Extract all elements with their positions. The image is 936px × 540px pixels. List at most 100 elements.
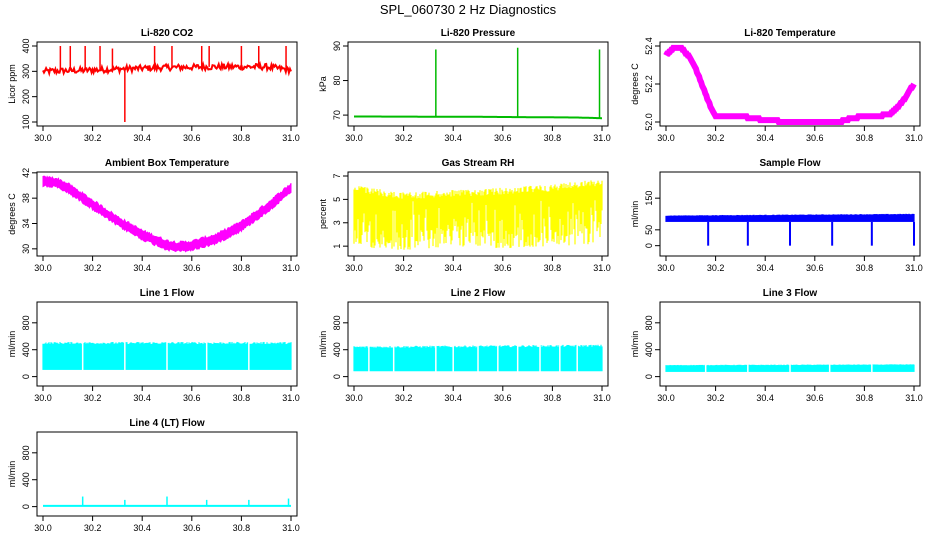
y-axis-label: Licor ppm: [7, 64, 17, 104]
panel-title: Li-820 Temperature: [744, 28, 836, 39]
y-tick-label: 0: [332, 374, 342, 379]
x-tick-label: 31.0: [593, 393, 611, 403]
y-axis-label: ml/min: [7, 331, 17, 358]
x-tick-label: 30.8: [856, 263, 874, 273]
plot-frame: [347, 41, 609, 127]
plot-frame: [36, 171, 298, 257]
x-tick-label: 30.0: [657, 133, 675, 143]
y-tick-label: 400: [21, 472, 31, 487]
y-axis-label: ml/min: [630, 201, 640, 228]
panel-title: Line 3 Flow: [763, 288, 818, 299]
panel-title: Sample Flow: [759, 158, 820, 169]
panel-7: Line 1 Flow 30.0 30.2 30.4 30.6 30.8 31.0 0 400 8…: [7, 288, 300, 403]
panel-6: Sample Flow 30.0 30.2 30.4 30.6 30.8 31.0 0 50 15…: [630, 158, 923, 273]
panel-title: Gas Stream RH: [442, 158, 515, 169]
series-line: [42, 60, 292, 77]
x-tick-label: 30.4: [444, 263, 462, 273]
series: [354, 47, 602, 120]
x-tick-label: 30.6: [806, 133, 824, 143]
x-tick-label: 30.8: [544, 393, 562, 403]
y-tick-label: 800: [644, 315, 654, 330]
panel-title: Line 2 Flow: [451, 288, 506, 299]
y-tick-label: 50: [644, 225, 654, 235]
y-tick-label: 34: [21, 218, 31, 228]
x-tick-label: 30.4: [133, 263, 151, 273]
plot-frame: [36, 301, 298, 387]
x-tick-label: 31.0: [593, 263, 611, 273]
series: [43, 496, 291, 507]
plot-frame: [36, 41, 298, 127]
figure-title: SPL_060730 2 Hz Diagnostics: [379, 2, 557, 17]
x-tick-label: 30.4: [133, 523, 151, 533]
panel-3: Li-820 Temperature 30.0 30.2 30.4 30.6 30.8 31…: [630, 28, 923, 143]
panel-4: Ambient Box Temperature 30.0 30.2 30.4 30.6 3…: [7, 158, 300, 273]
y-axis-label: kPa: [318, 76, 328, 92]
x-tick-label: 30.0: [345, 263, 363, 273]
series: [42, 303, 292, 385]
y-axis-label: percent: [318, 198, 328, 229]
series-line: [354, 115, 602, 120]
x-tick-label: 30.6: [494, 263, 512, 273]
y-axis-label: degrees C: [7, 193, 17, 235]
y-tick-label: 1: [332, 244, 342, 249]
x-tick-label: 30.6: [183, 523, 201, 533]
x-tick-label: 31.0: [905, 393, 923, 403]
y-axis-label: ml/min: [318, 331, 328, 358]
x-tick-label: 30.6: [806, 393, 824, 403]
x-tick-label: 30.2: [84, 133, 102, 143]
x-tick-label: 31.0: [282, 133, 300, 143]
y-tick-label: 400: [21, 342, 31, 357]
x-tick-label: 30.2: [84, 523, 102, 533]
x-tick-label: 30.2: [395, 133, 413, 143]
x-tick-label: 31.0: [282, 263, 300, 273]
x-tick-label: 30.0: [657, 393, 675, 403]
x-tick-label: 30.8: [233, 133, 251, 143]
x-tick-label: 31.0: [593, 133, 611, 143]
y-tick-label: 90: [332, 41, 342, 51]
x-tick-label: 30.2: [707, 393, 725, 403]
x-tick-label: 30.6: [183, 393, 201, 403]
panel-8: Line 2 Flow 30.0 30.2 30.4 30.6 30.8 31.0 0 400 8…: [318, 288, 611, 403]
y-tick-label: 400: [332, 342, 342, 357]
y-tick-label: 800: [21, 445, 31, 460]
plot-frame: [659, 301, 921, 387]
y-tick-label: 0: [644, 374, 654, 379]
series: [665, 213, 915, 246]
panel-title: Li-820 Pressure: [441, 28, 516, 39]
x-tick-label: 30.6: [494, 133, 512, 143]
y-tick-label: 3: [332, 220, 342, 225]
x-tick-label: 30.2: [707, 263, 725, 273]
y-tick-label: 0: [21, 504, 31, 509]
x-tick-label: 30.8: [856, 393, 874, 403]
y-tick-label: 150: [644, 191, 654, 206]
y-tick-label: 7: [332, 173, 342, 178]
x-tick-label: 30.0: [34, 393, 52, 403]
series: [665, 303, 915, 385]
x-tick-label: 30.4: [756, 133, 774, 143]
x-tick-label: 30.2: [395, 393, 413, 403]
x-tick-label: 30.2: [395, 263, 413, 273]
x-tick-label: 30.4: [133, 393, 151, 403]
panel-title: Li-820 CO2: [141, 28, 194, 39]
y-tick-label: 0: [21, 374, 31, 379]
x-tick-label: 30.8: [233, 393, 251, 403]
y-tick-label: 5: [332, 197, 342, 202]
panel-9: Line 3 Flow 30.0 30.2 30.4 30.6 30.8 31.0 0 400 8…: [630, 288, 923, 403]
panel-5: Gas Stream RH 30.0 30.2 30.4 30.6 30.8 31.0 1 3 5…: [318, 158, 611, 273]
panel-2: Li-820 Pressure 30.0 30.2 30.4 30.6 30.8 31.0 7…: [318, 28, 611, 143]
series: [353, 303, 603, 385]
panel-title: Line 1 Flow: [140, 288, 195, 299]
panel-title: Line 4 (LT) Flow: [129, 418, 205, 429]
series-line: [663, 44, 917, 125]
plot-frame: [659, 171, 921, 257]
x-tick-label: 30.0: [345, 393, 363, 403]
x-tick-label: 30.0: [34, 133, 52, 143]
y-tick-label: 42: [21, 168, 31, 178]
series: [42, 175, 292, 253]
x-tick-label: 30.8: [856, 133, 874, 143]
y-axis-label: degrees C: [630, 63, 640, 105]
y-tick-label: 200: [21, 89, 31, 104]
y-axis-label: ml/min: [630, 331, 640, 358]
y-tick-label: 400: [644, 342, 654, 357]
